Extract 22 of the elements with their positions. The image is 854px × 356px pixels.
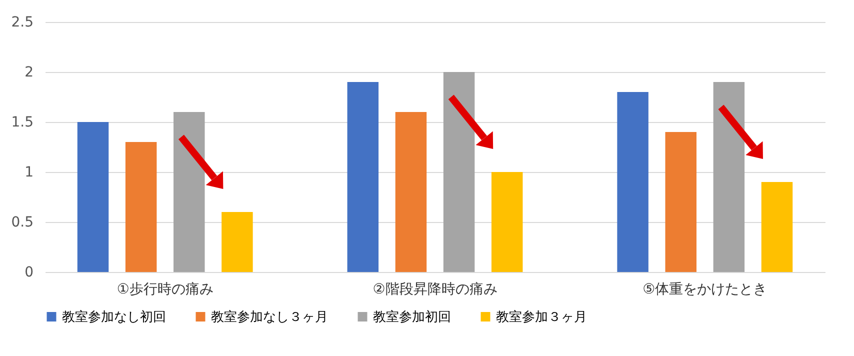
bar [617, 92, 648, 272]
y-tick-label: 1.5 [11, 114, 34, 130]
bar [665, 132, 696, 272]
x-tick-label: ②階段昇降時の痛み [372, 282, 498, 298]
bar [125, 142, 157, 272]
x-tick-label: ①歩行時の痛み [116, 282, 214, 298]
y-tick-label: 2.5 [11, 14, 34, 30]
legend-label: 教室参加初回 [373, 308, 451, 325]
bar [222, 212, 253, 272]
bar [761, 182, 793, 272]
y-tick-label: 1 [24, 164, 34, 180]
bar [347, 82, 379, 272]
x-tick-label: ⑤体重をかけたとき [642, 282, 768, 298]
bar [395, 112, 427, 272]
legend-label: 教室参加なし３ヶ月 [211, 308, 328, 325]
bar [491, 172, 523, 272]
bar [77, 122, 109, 272]
legend-label: 教室参加３ヶ月 [496, 308, 587, 325]
y-tick-label: 2 [24, 64, 34, 80]
y-tick-label: 0 [24, 264, 34, 280]
legend-label: 教室参加なし初回 [62, 308, 166, 325]
y-tick-label: 0.5 [11, 214, 34, 230]
